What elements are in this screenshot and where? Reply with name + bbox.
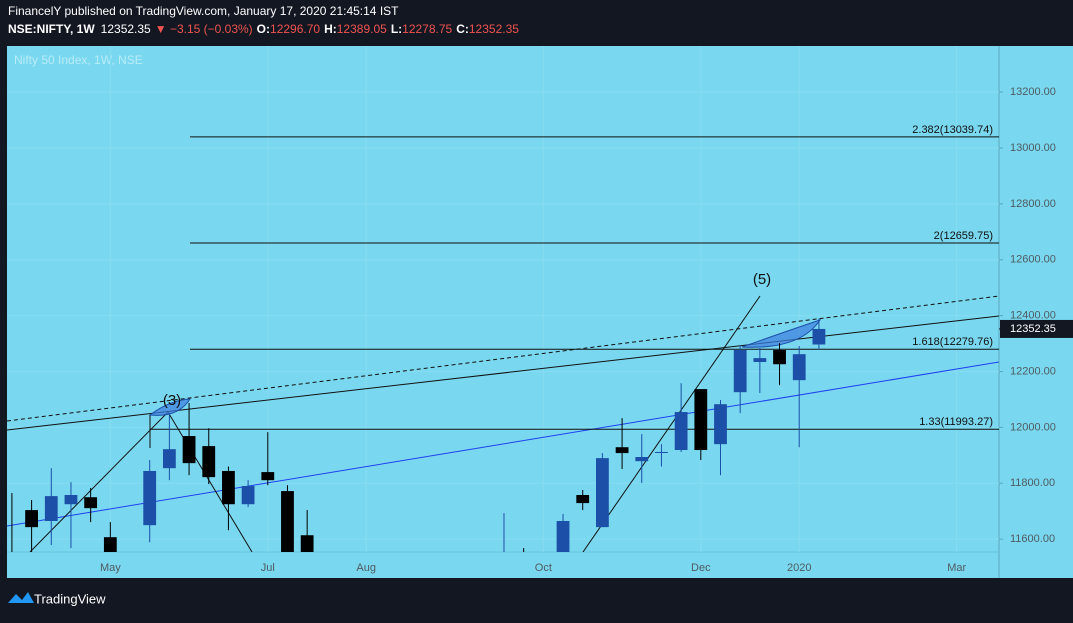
drawings bbox=[7, 295, 999, 552]
footer bbox=[0, 578, 1073, 618]
y-tick-label: 13200.00 bbox=[1010, 86, 1056, 98]
candle-body bbox=[44, 496, 58, 521]
candle-body bbox=[84, 497, 98, 509]
x-tick-label: Dec bbox=[691, 562, 711, 574]
candle-body bbox=[714, 404, 727, 445]
pattern-shape bbox=[148, 398, 191, 416]
wave-label: (3) bbox=[163, 392, 181, 409]
candle-body bbox=[300, 535, 314, 552]
symbol-line: NSE:NIFTY, 1W 12352.35 ▼ −3.15 (−0.03%) O:1… bbox=[8, 22, 519, 36]
fib-label: 2(12659.75) bbox=[934, 230, 993, 242]
candles bbox=[11, 318, 826, 552]
high: 12389.05 bbox=[337, 22, 387, 36]
candle-body bbox=[733, 349, 747, 393]
candle-body bbox=[281, 491, 294, 552]
candle-body bbox=[615, 447, 629, 454]
close: 12352.35 bbox=[469, 22, 519, 36]
price: 12352.35 bbox=[101, 22, 151, 36]
x-tick-label: May bbox=[100, 562, 121, 574]
candle-body bbox=[694, 389, 708, 451]
candle-body bbox=[261, 472, 275, 481]
y-tick-label: 11600.00 bbox=[1010, 533, 1055, 545]
grid bbox=[7, 46, 999, 552]
candle-body bbox=[576, 495, 590, 504]
candle-body bbox=[792, 354, 806, 381]
x-tick-label: Oct bbox=[535, 562, 552, 574]
trendline-blue bbox=[7, 361, 999, 527]
fib-label: 1.618(12279.76) bbox=[912, 336, 993, 348]
candle-body bbox=[596, 458, 609, 528]
symbol: NSE:NIFTY, 1W bbox=[8, 22, 95, 36]
candle-body bbox=[812, 328, 826, 345]
y-tick-label: 12000.00 bbox=[1010, 421, 1056, 433]
trendline-dashed bbox=[7, 295, 999, 422]
brand: TradingView bbox=[34, 591, 106, 606]
y-tick-label: 13000.00 bbox=[1010, 142, 1056, 154]
open: 12296.70 bbox=[270, 22, 320, 36]
candle-body bbox=[64, 495, 78, 505]
pattern-shape bbox=[741, 319, 822, 348]
x-tick-label: Jul bbox=[261, 562, 275, 574]
x-tick-label: Aug bbox=[356, 562, 376, 574]
candle-body bbox=[182, 436, 196, 464]
candle-body bbox=[556, 520, 570, 552]
fib-label: 1.33(11993.27) bbox=[919, 416, 993, 428]
axes: 11600.00 11800.00 12000.00 12200.00 12400.00… bbox=[100, 86, 1073, 574]
x-tick-label: Mar bbox=[947, 562, 966, 574]
candle-body bbox=[635, 457, 649, 462]
y-tick-label: 12200.00 bbox=[1010, 365, 1056, 377]
candle-body bbox=[222, 470, 235, 505]
candle-body bbox=[25, 510, 38, 528]
candle-body bbox=[143, 470, 157, 526]
candle-body bbox=[773, 349, 786, 365]
candle-body bbox=[202, 446, 216, 478]
open-label: O: bbox=[257, 22, 270, 36]
wave-label: (5) bbox=[753, 271, 771, 288]
low-label: L: bbox=[391, 22, 402, 36]
candle-body bbox=[162, 449, 176, 469]
fib-label: 2.382(13039.74) bbox=[912, 124, 993, 136]
publisher-line: FinancelY published on TradingView.com, … bbox=[8, 4, 399, 18]
candle-body bbox=[674, 412, 688, 451]
chart-title: Nifty 50 Index, 1W, NSE bbox=[14, 53, 143, 67]
y-tick-label: 12600.00 bbox=[1010, 254, 1056, 266]
candle-body bbox=[103, 537, 117, 552]
y-tick-label: 11800.00 bbox=[1010, 477, 1055, 489]
wave-line bbox=[582, 295, 761, 552]
last-price-box bbox=[1000, 319, 1073, 338]
y-tick-label: 12800.00 bbox=[1010, 198, 1056, 210]
last-price-label: 12352.35 bbox=[1010, 323, 1056, 335]
fib-levels: 2.382(13039.74) 2(12659.75) 1.618(12279.76… bbox=[150, 124, 999, 430]
candle-body bbox=[753, 358, 767, 363]
plot-background bbox=[7, 46, 1073, 578]
logo bbox=[8, 592, 34, 603]
y-tick-label: 12400.00 bbox=[1010, 310, 1056, 322]
low: 12278.75 bbox=[402, 22, 452, 36]
high-label: H: bbox=[324, 22, 337, 36]
x-tick-label: 2020 bbox=[787, 562, 811, 574]
candle-body bbox=[241, 486, 255, 505]
close-label: C: bbox=[456, 22, 469, 36]
change: ▼ −3.15 (−0.03%) bbox=[155, 22, 253, 36]
candle-body bbox=[655, 451, 668, 453]
